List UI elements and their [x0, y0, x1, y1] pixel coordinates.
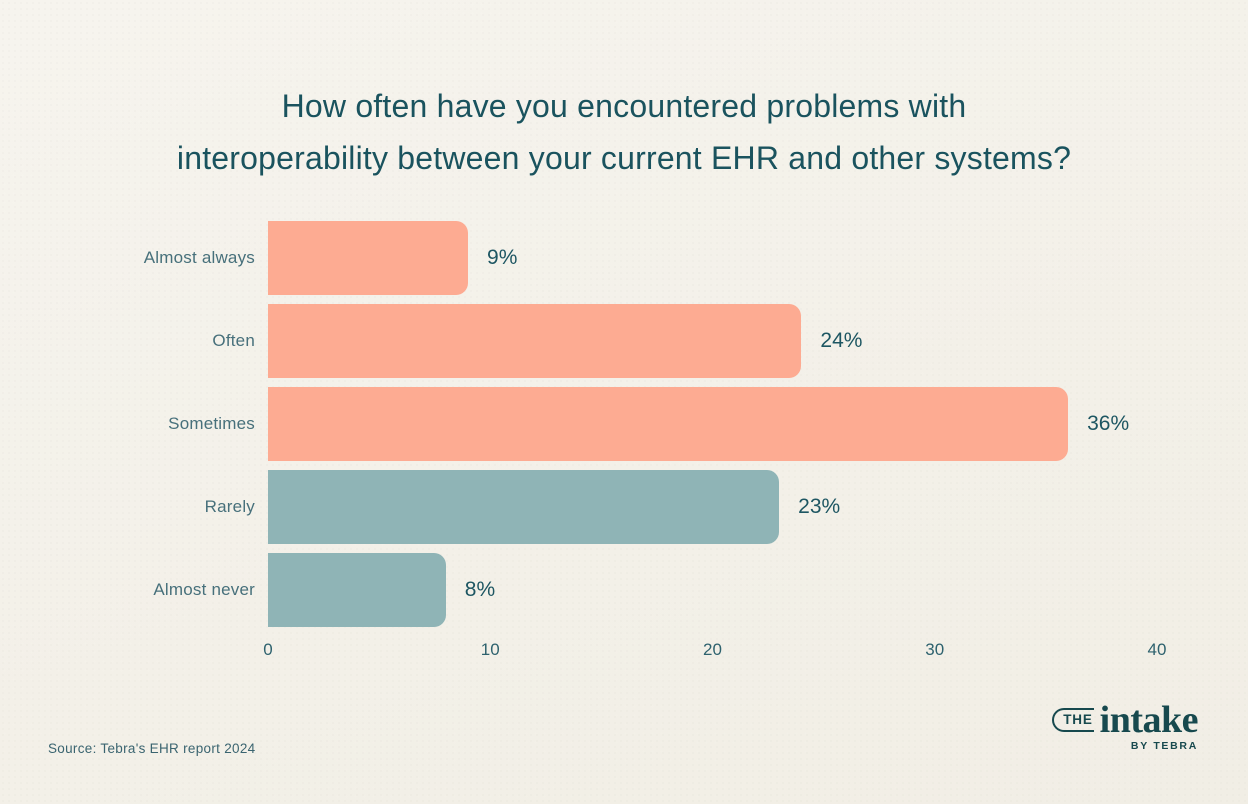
x-axis-tick-label: 40: [1147, 640, 1167, 659]
bar-category-label: Rarely: [204, 497, 255, 516]
logo-byline: BY TEBRA: [1130, 740, 1198, 753]
bar-category-label: Almost never: [153, 580, 255, 599]
logo-wordmark-row: THE intake: [1052, 699, 1199, 741]
x-axis: 0 10 20 30 40: [263, 640, 1166, 666]
bar-rows: Almost always 9% Often 24% Sometimes 36% Rarel…: [28, 221, 1157, 627]
bar-track: 36%: [268, 387, 1157, 461]
bar: [268, 470, 780, 544]
bar-value-label: 36%: [1087, 412, 1130, 435]
bar-track: 9%: [268, 221, 1157, 295]
chart-title-line-1: How often have you encountered problems …: [281, 88, 967, 124]
source-note: Source: Tebra's EHR report 2024: [48, 741, 256, 756]
bar-row: Often 24%: [28, 304, 1157, 378]
bar-category-label: Sometimes: [168, 414, 255, 433]
bar-category-label: Almost always: [143, 248, 255, 267]
x-axis-tick-label: 10: [480, 640, 500, 659]
logo-wordmark: intake: [1099, 699, 1199, 741]
bar-row: Almost always 9%: [28, 221, 1157, 295]
bar-row: Sometimes 36%: [28, 387, 1157, 461]
x-axis-tick-label: 0: [263, 640, 273, 659]
bar: [268, 221, 469, 295]
bar-track: 23%: [268, 470, 1157, 544]
chart-title: How often have you encountered problems …: [34, 80, 1214, 184]
x-axis-tick-label: 30: [925, 640, 945, 659]
bar-category-label: Often: [212, 331, 255, 350]
bar: [268, 387, 1069, 461]
bar-row: Rarely 23%: [28, 470, 1157, 544]
logo-the-badge: THE: [1052, 708, 1094, 732]
x-axis-tick-label: 20: [703, 640, 722, 659]
bar: [268, 304, 802, 378]
chart-title-line-2: interoperability between your current EH…: [176, 140, 1072, 176]
bar-chart: Almost always 9% Often 24% Sometimes 36% Rarel…: [28, 221, 1166, 666]
bar-value-label: 23%: [798, 495, 841, 518]
bar-row: Almost never 8%: [28, 553, 1157, 627]
bar-track: 24%: [268, 304, 1157, 378]
bar: [268, 553, 446, 627]
bar-value-label: 9%: [487, 246, 518, 269]
bar-value-label: 8%: [464, 578, 496, 601]
bar-value-label: 24%: [820, 329, 863, 352]
bar-track: 8%: [268, 553, 1157, 627]
tebra-intake-logo: THE intake BY TEBRA: [1052, 699, 1199, 753]
